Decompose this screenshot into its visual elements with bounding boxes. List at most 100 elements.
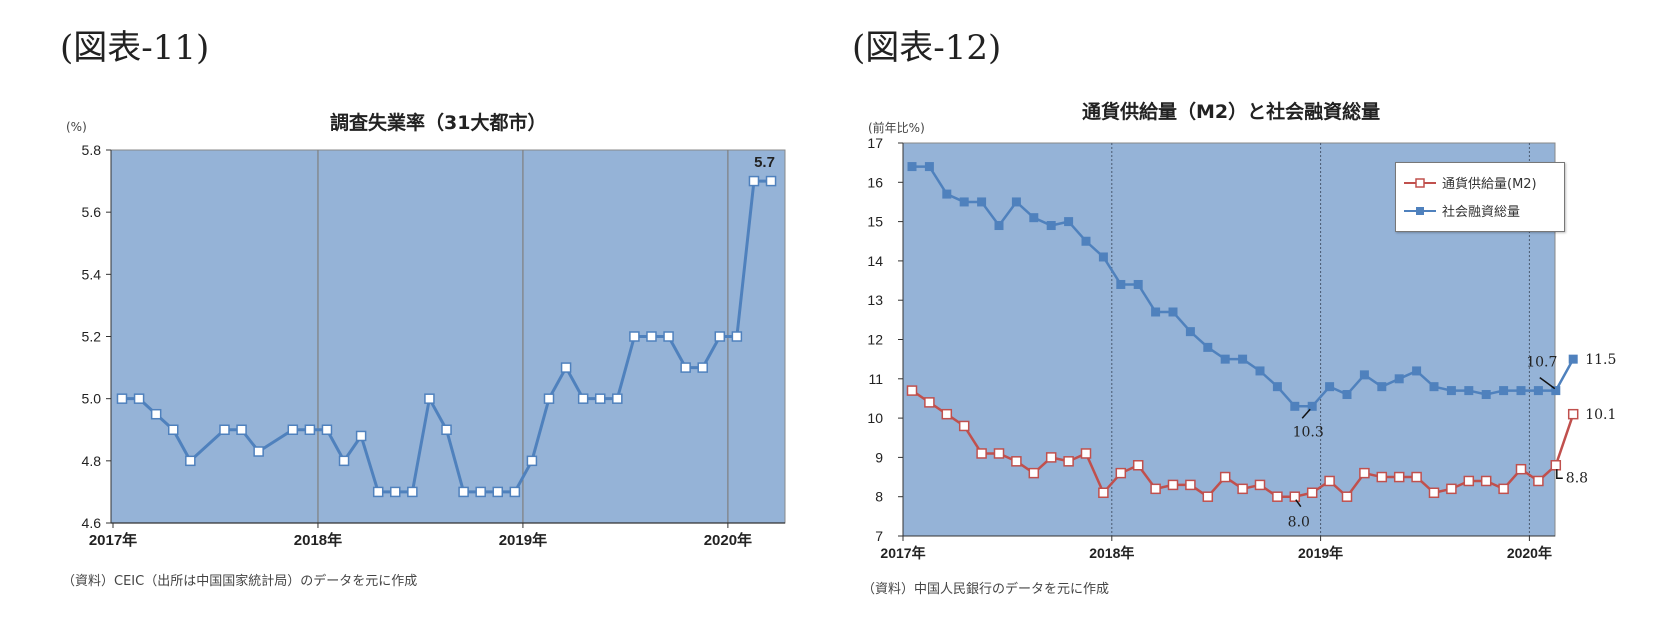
m2-marker bbox=[1237, 483, 1248, 495]
tsf-marker bbox=[1377, 382, 1387, 392]
m2-marker bbox=[1463, 475, 1475, 487]
chart-2-unit-label: (前年比%) bbox=[868, 121, 925, 135]
m2-marker bbox=[1132, 460, 1144, 471]
data-marker bbox=[680, 362, 691, 373]
m2-marker bbox=[1063, 456, 1074, 467]
annotation-10-3: 10.3 bbox=[1293, 424, 1324, 440]
data-marker bbox=[612, 393, 623, 404]
data-marker bbox=[492, 486, 504, 498]
y-tick-label: 5.0 bbox=[82, 391, 102, 407]
m2-marker bbox=[1098, 487, 1109, 499]
data-marker bbox=[697, 362, 708, 373]
m2-marker bbox=[1028, 467, 1040, 479]
chart-2-title: 通貨供給量（M2）と社会融資総量 bbox=[1082, 101, 1381, 123]
figure-11-label: (図表-11) bbox=[60, 28, 210, 68]
m2-marker bbox=[1080, 448, 1092, 459]
m2-marker bbox=[1341, 491, 1353, 502]
tsf-marker bbox=[1168, 307, 1178, 317]
data-marker bbox=[304, 424, 316, 435]
data-marker bbox=[475, 486, 486, 498]
tsf-marker bbox=[1290, 401, 1300, 411]
m2-marker bbox=[1150, 483, 1161, 495]
y-tick-label: 5.8 bbox=[82, 142, 102, 158]
data-marker bbox=[185, 455, 196, 467]
data-marker bbox=[253, 446, 264, 457]
m2-marker bbox=[1376, 471, 1388, 483]
tsf-marker bbox=[1533, 386, 1543, 396]
m2-marker bbox=[924, 397, 935, 408]
m2-marker bbox=[1289, 491, 1301, 502]
m2-marker bbox=[1411, 471, 1422, 483]
tsf-marker bbox=[1394, 374, 1404, 384]
x-tick-label: 2018年 bbox=[294, 531, 342, 549]
m2-marker bbox=[1306, 487, 1318, 499]
data-marker bbox=[458, 486, 469, 498]
data-marker bbox=[594, 393, 606, 404]
data-marker bbox=[133, 393, 145, 404]
legend-label-m2: 通貨供給量(M2) bbox=[1442, 177, 1537, 192]
m2-marker bbox=[1219, 471, 1231, 483]
m2-marker bbox=[1567, 408, 1579, 420]
tsf-marker bbox=[1412, 366, 1422, 376]
data-marker bbox=[526, 455, 538, 467]
y-tick-label: 9 bbox=[875, 449, 883, 465]
m2-marker bbox=[1011, 456, 1022, 467]
tsf-marker bbox=[1255, 366, 1265, 376]
y-tick-label: 4.8 bbox=[82, 453, 102, 469]
tsf-marker bbox=[1064, 217, 1074, 227]
m2-marker bbox=[1045, 452, 1057, 463]
data-marker bbox=[407, 486, 418, 498]
tsf-marker bbox=[1151, 307, 1161, 317]
data-marker bbox=[287, 424, 299, 435]
chart-1-source: （資料）CEIC（出所は中国国家統計局）のデータを元に作成 bbox=[62, 574, 418, 589]
tsf-marker bbox=[1220, 354, 1230, 364]
x-tick-label: 2020年 bbox=[1507, 545, 1552, 561]
m2-marker bbox=[1428, 487, 1440, 499]
data-marker bbox=[629, 331, 640, 342]
tsf-marker bbox=[1359, 370, 1369, 380]
m2-marker bbox=[906, 385, 918, 396]
tsf-marker bbox=[1029, 213, 1039, 223]
y-tick-label: 10 bbox=[867, 410, 883, 426]
data-marker bbox=[731, 331, 743, 342]
m2-marker bbox=[1533, 475, 1544, 487]
tsf-marker bbox=[1551, 386, 1561, 396]
data-marker bbox=[560, 362, 572, 373]
data-marker bbox=[441, 424, 452, 435]
chart-2-source: （資料）中国人民銀行のデータを元に作成 bbox=[862, 582, 1110, 597]
tsf-marker bbox=[1081, 236, 1091, 246]
tsf-marker bbox=[1203, 342, 1213, 352]
m2-marker bbox=[1202, 491, 1214, 502]
chart-1-unit-label: (%) bbox=[66, 120, 87, 134]
chart-1-plot: 2017年 2018年 2019年 2020年 4.6 4.8 5.0 5.2 5.4 5.6 5.… bbox=[82, 142, 786, 549]
figure-12-label: (図表-12) bbox=[852, 28, 1002, 68]
m2-marker bbox=[1185, 479, 1196, 491]
annotation-8-0: 8.0 bbox=[1288, 515, 1310, 531]
data-marker bbox=[338, 455, 350, 467]
data-marker bbox=[390, 486, 401, 498]
y-tick-label: 8 bbox=[875, 489, 883, 505]
m2-marker bbox=[941, 408, 953, 420]
m2-marker bbox=[958, 420, 970, 432]
tsf-marker bbox=[1046, 221, 1056, 231]
x-tick-label: 2018年 bbox=[1089, 545, 1134, 561]
data-marker bbox=[577, 393, 589, 404]
x-tick-label: 2019年 bbox=[1298, 545, 1343, 561]
m2-marker bbox=[1393, 471, 1405, 483]
y-tick-label: 16 bbox=[867, 174, 883, 190]
tsf-marker bbox=[1516, 386, 1526, 396]
chart-2-plot: 2017年 2018年 2019年 2020年 7 8 9 10 11 12 13 14 15 16 17 1… bbox=[867, 135, 1616, 561]
tsf-marker bbox=[942, 189, 952, 199]
chart-2-legend: 通貨供給量(M2) 社会融資総量 bbox=[1395, 162, 1565, 232]
tsf-marker bbox=[1307, 401, 1317, 411]
data-marker bbox=[321, 424, 333, 435]
annotation-8-8: 8.8 bbox=[1566, 470, 1588, 486]
tsf-marker bbox=[1116, 279, 1126, 289]
tsf-marker bbox=[1238, 354, 1248, 364]
data-marker bbox=[116, 393, 128, 404]
data-marker bbox=[714, 331, 726, 342]
tsf-marker bbox=[1481, 390, 1491, 400]
tsf-marker bbox=[1464, 386, 1474, 396]
annotation-11-5: 11.5 bbox=[1585, 352, 1616, 368]
annotation-10-7: 10.7 bbox=[1526, 355, 1557, 371]
